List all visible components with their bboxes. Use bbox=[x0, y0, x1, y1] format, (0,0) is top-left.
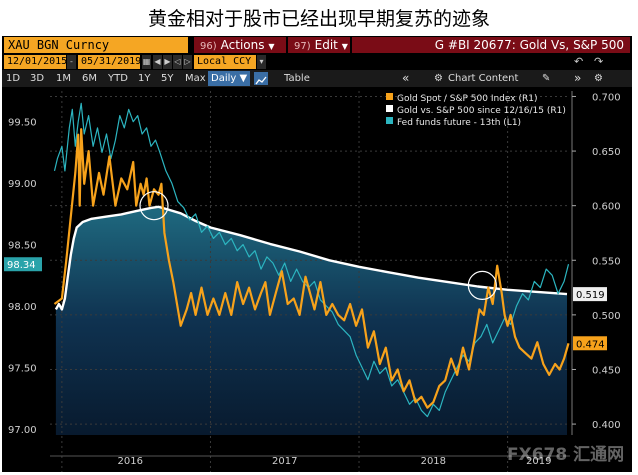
period-1d[interactable]: 1D bbox=[6, 73, 21, 84]
area-fill-gold-vs-spx bbox=[55, 206, 568, 435]
edit-dropdown-icon: ▼ bbox=[341, 42, 348, 51]
period-1m[interactable]: 1M bbox=[56, 73, 71, 84]
left-axis-tick-label: 98.00 bbox=[8, 302, 37, 313]
actions-label: Actions bbox=[220, 38, 265, 52]
function-bar: XAU BGN Curncy 96) Actions ▼ 97) Edit ▼ G … bbox=[2, 36, 632, 54]
next-period-icon[interactable]: ▶ bbox=[163, 55, 172, 69]
right-value-gold-spot: 0.474 bbox=[576, 339, 605, 350]
left-axis-tick-label: 99.00 bbox=[8, 179, 37, 190]
x-axis-label: 2018 bbox=[421, 456, 446, 467]
legend-swatch bbox=[386, 93, 393, 100]
edit-menu[interactable]: 97) Edit ▼ bbox=[288, 37, 350, 53]
undo-icon[interactable]: ↶ bbox=[574, 55, 584, 68]
chart-content-button[interactable]: Chart Content bbox=[448, 73, 519, 84]
left-axis-tick-label: 97.50 bbox=[8, 363, 37, 374]
left-current-label: 98.34 bbox=[7, 260, 36, 271]
right-badge-gold-vs-spx bbox=[573, 287, 607, 302]
x-axis-label: 2016 bbox=[118, 456, 143, 467]
legend-label: Gold vs. S&P 500 since 12/16/15 (R1) bbox=[397, 106, 566, 116]
currency-select[interactable]: Local CCY bbox=[194, 55, 256, 69]
left-current-badge bbox=[4, 257, 42, 272]
right-axis-tick-label: 0.650 bbox=[592, 147, 621, 158]
edit-number: 97) bbox=[294, 41, 311, 52]
legend-label: Fed funds future - 13th (L1) bbox=[397, 118, 521, 128]
series-line-gold-spot bbox=[53, 128, 570, 409]
period-1y[interactable]: 1Y bbox=[138, 73, 151, 84]
prev-period-icon[interactable]: ◀ bbox=[153, 55, 162, 69]
chart-area: 99.50 99.00 98.50 98.00 97.50 97.00 98.34 0.700… bbox=[2, 87, 632, 472]
date-separator: - bbox=[67, 55, 76, 69]
left-axis-tick-label: 97.00 bbox=[8, 425, 37, 436]
series-line-fed-funds bbox=[53, 102, 570, 418]
bloomberg-terminal: XAU BGN Curncy 96) Actions ▼ 97) Edit ▼ G … bbox=[2, 36, 632, 472]
currency-dropdown-icon[interactable]: ▾ bbox=[257, 55, 266, 69]
right-axis-tick-label: 0.600 bbox=[592, 202, 621, 213]
right-value-gold-vs-spx: 0.519 bbox=[576, 290, 605, 301]
actions-number: 96) bbox=[200, 41, 217, 52]
chart-type-icon[interactable] bbox=[254, 72, 268, 85]
period-max[interactable]: Max bbox=[185, 73, 206, 84]
start-date-field[interactable]: 12/01/2015 bbox=[4, 55, 67, 69]
calendar-icon[interactable]: ▦ bbox=[142, 55, 151, 69]
period-bar: 1D 3D 1M 6M YTD 1Y 5Y Max Daily ▼ Table … bbox=[2, 70, 632, 87]
right-axis-tick-label: 0.450 bbox=[592, 365, 621, 376]
legend-swatch bbox=[386, 105, 393, 112]
right-axis-tick-label: 0.400 bbox=[592, 420, 621, 431]
legend-label: Gold Spot / S&P 500 Index (R1) bbox=[397, 94, 537, 104]
chart-content-gear-icon[interactable]: ⚙ bbox=[434, 73, 443, 84]
pin-icon[interactable]: ✎ bbox=[542, 73, 551, 84]
period-6m[interactable]: 6M bbox=[82, 73, 97, 84]
settings-gear-icon[interactable]: ⚙ bbox=[594, 73, 603, 84]
right-axis-tick-label: 0.700 bbox=[592, 92, 621, 103]
headline: 黄金相对于股市已经出现早期复苏的迹象 bbox=[147, 8, 490, 30]
highlight-circle bbox=[467, 270, 497, 300]
chart-title-bar: G #BI 20677: Gold Vs, S&P 500 bbox=[352, 37, 630, 53]
left-axis-tick-label: 99.50 bbox=[8, 118, 37, 129]
scroll-right-icon[interactable]: ▷ bbox=[183, 55, 192, 69]
scroll-left-icon[interactable]: ◁ bbox=[173, 55, 182, 69]
x-axis-label: 2019 bbox=[526, 456, 551, 467]
x-axis-label: 2017 bbox=[272, 456, 297, 467]
end-date-field[interactable]: 05/31/2019 bbox=[78, 55, 141, 69]
date-bar: 12/01/2015 - 05/31/2019 ▦ ◀ ▶ ◁ ▷ Local … bbox=[2, 54, 632, 70]
table-button[interactable]: Table bbox=[284, 73, 310, 84]
highlight-circle bbox=[139, 191, 169, 221]
right-badge-gold-spot bbox=[573, 336, 607, 351]
chart-type-glyph bbox=[255, 76, 267, 85]
redo-icon[interactable]: ↷ bbox=[594, 55, 604, 68]
collapse-icon[interactable]: « bbox=[402, 71, 410, 85]
frequency-select[interactable]: Daily ▼ bbox=[208, 71, 250, 86]
period-ytd[interactable]: YTD bbox=[108, 73, 128, 84]
expand-icon[interactable]: » bbox=[574, 71, 582, 85]
left-axis-tick-label: 98.50 bbox=[8, 241, 37, 252]
series-line-gold-vs-spx bbox=[54, 205, 568, 311]
ticker-field[interactable]: XAU BGN Curncy bbox=[4, 37, 188, 53]
chart-svg: 99.50 99.00 98.50 98.00 97.50 97.00 98.34 0.700… bbox=[2, 87, 632, 472]
right-axis-tick-label: 0.550 bbox=[592, 256, 621, 267]
watermark: FX678 汇通网 bbox=[507, 445, 624, 465]
period-5y[interactable]: 5Y bbox=[161, 73, 174, 84]
right-axis-tick-label: 0.500 bbox=[592, 311, 621, 322]
actions-menu[interactable]: 96) Actions ▼ bbox=[194, 37, 286, 53]
period-3d[interactable]: 3D bbox=[30, 73, 45, 84]
edit-label: Edit bbox=[314, 38, 338, 52]
actions-dropdown-icon: ▼ bbox=[268, 42, 275, 51]
legend-swatch bbox=[386, 117, 393, 124]
